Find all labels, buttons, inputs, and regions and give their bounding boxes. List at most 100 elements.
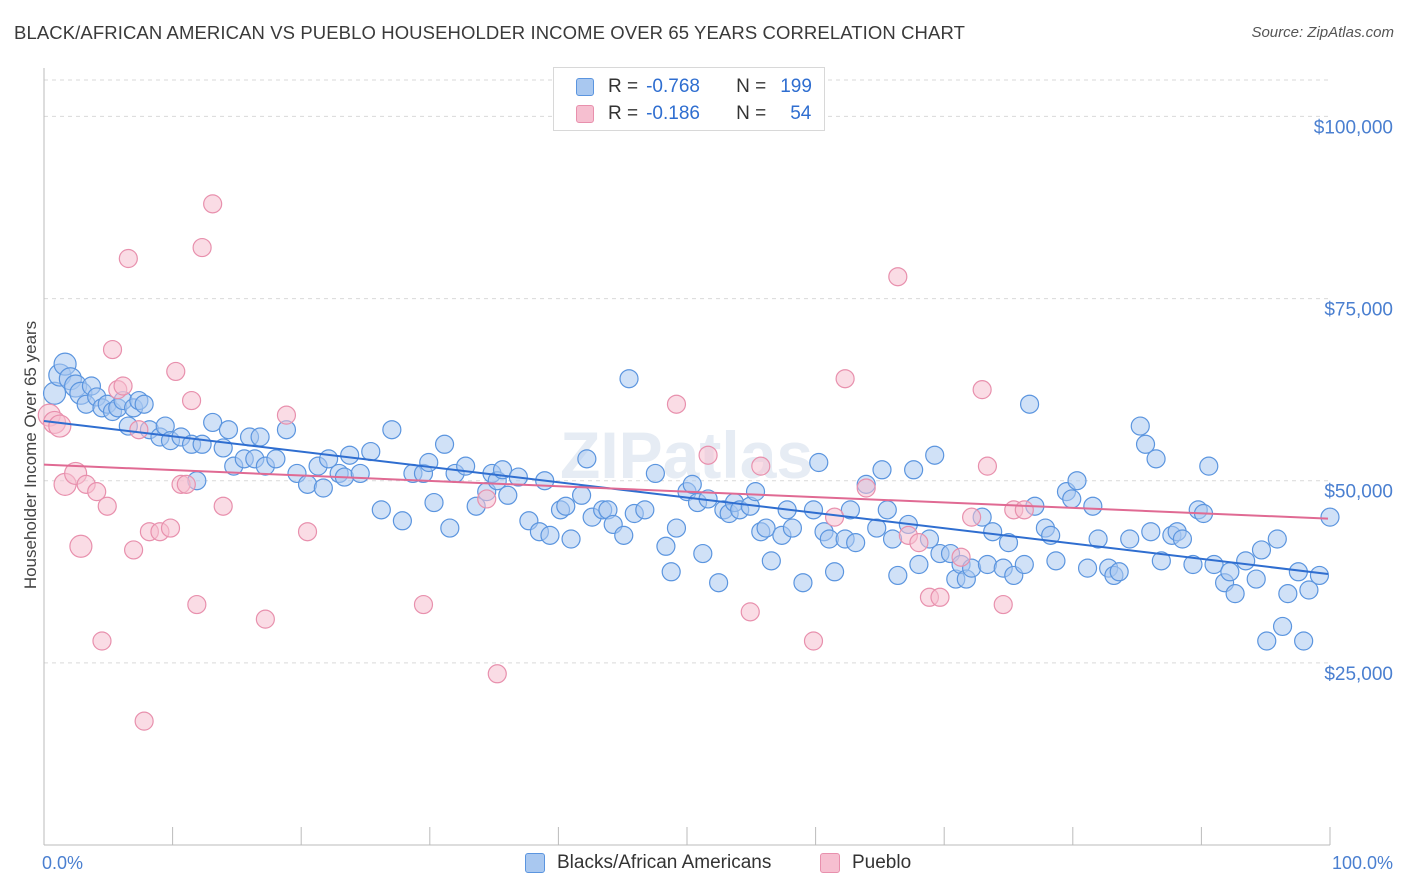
point-blacks (1236, 551, 1256, 571)
r-value: -0.768 (646, 76, 700, 97)
point-blacks (824, 562, 845, 582)
point-blacks (1251, 540, 1272, 560)
point-blacks (1257, 631, 1277, 651)
point-pueblo (69, 534, 93, 558)
x-tick-labels: 0.0% 100.0% (42, 853, 1393, 873)
point-blacks (1046, 551, 1066, 571)
point-blacks (382, 420, 402, 440)
point-pueblo (930, 587, 950, 607)
point-blacks (745, 482, 766, 502)
point-blacks (361, 441, 381, 462)
point-blacks (803, 500, 824, 520)
point-blacks (218, 420, 239, 440)
point-pueblo (909, 533, 929, 553)
point-pueblo (192, 237, 212, 258)
axes (43, 68, 1331, 846)
x-tick-label: 0.0% (42, 853, 83, 873)
point-pueblo (48, 414, 72, 438)
point-pueblo (698, 445, 718, 465)
source-label: Source: ZipAtlas.com (1251, 24, 1394, 41)
point-blacks (1067, 471, 1087, 491)
point-pueblo (835, 369, 855, 389)
point-pueblo (824, 507, 845, 527)
point-blacks (1320, 507, 1340, 527)
point-blacks (571, 485, 592, 505)
point-blacks (1083, 496, 1103, 516)
point-blacks (250, 427, 270, 447)
point-pueblo (176, 474, 196, 494)
point-pueblo (129, 420, 149, 440)
point-blacks (614, 525, 634, 545)
n-label: N = (736, 103, 767, 124)
point-pueblo (993, 594, 1013, 615)
point-pueblo (666, 394, 687, 414)
point-blacks (434, 434, 455, 454)
trend-lines (43, 419, 1329, 575)
point-pueblo (118, 248, 138, 269)
point-blacks (1146, 449, 1166, 469)
point-blacks (440, 518, 460, 538)
point-blacks (1183, 554, 1203, 575)
point-blacks (793, 573, 813, 593)
point-blacks (203, 412, 223, 433)
point-blacks (1199, 456, 1219, 476)
point-blacks (340, 445, 360, 465)
point-blacks (877, 500, 897, 520)
point-pueblo (1014, 500, 1034, 520)
point-blacks (782, 518, 803, 538)
trend-line-blacks (43, 419, 1329, 575)
point-pueblo (962, 507, 982, 527)
point-blacks (419, 452, 439, 473)
point-blacks (872, 460, 892, 480)
point-blacks (192, 434, 212, 454)
point-blacks (1267, 529, 1287, 549)
blue-swatch (576, 78, 594, 96)
point-blacks (1109, 562, 1129, 582)
point-blacks (809, 452, 829, 473)
point-blacks (540, 525, 560, 545)
point-pueblo (134, 711, 154, 731)
point-pueblo (255, 609, 275, 629)
point-blacks (1299, 580, 1319, 600)
trend-line-pueblo (43, 463, 1329, 520)
point-blacks (1309, 565, 1330, 586)
point-pueblo (740, 602, 760, 622)
point-blacks (561, 529, 581, 549)
point-blacks (666, 518, 687, 538)
point-pueblo (487, 664, 507, 684)
point-blacks (635, 500, 655, 520)
point-blacks (645, 463, 665, 484)
point-pueblo (97, 496, 117, 516)
point-pueblo (977, 456, 998, 476)
y-tick-labels: $25,000 $50,000 $75,000 $100,000 (1314, 117, 1393, 684)
point-blacks (1294, 631, 1314, 651)
point-blacks (1278, 584, 1298, 604)
point-blacks (134, 394, 154, 414)
point-blacks (998, 533, 1019, 553)
point-blacks (1135, 434, 1156, 454)
point-blacks (983, 522, 1003, 542)
bottom-legend-blacks: Blacks/African Americans (525, 852, 771, 874)
bottom-legend-pueblo: Pueblo (820, 852, 911, 874)
point-blacks (977, 554, 998, 575)
point-blacks (846, 533, 866, 553)
point-blacks (1272, 616, 1293, 637)
legend-row-pueblo: R = -0.186 N = 54 (576, 102, 811, 126)
point-blacks (498, 485, 518, 505)
point-pueblo (102, 339, 123, 360)
point-blacks (297, 474, 318, 494)
point-pueblo (951, 547, 971, 567)
y-tick-label: $25,000 (1324, 664, 1393, 685)
n-label: N = (736, 76, 767, 97)
point-blacks (682, 474, 702, 494)
point-pueblo (181, 390, 202, 411)
point-pueblo (297, 522, 318, 542)
point-pueblo (213, 496, 233, 516)
legend-row-blacks: R = -0.768 N = 199 (576, 75, 812, 99)
point-blacks (1014, 554, 1034, 575)
point-blacks (1088, 529, 1108, 549)
point-blacks (904, 460, 924, 480)
point-blacks (556, 496, 576, 516)
point-blacks (1225, 584, 1245, 604)
